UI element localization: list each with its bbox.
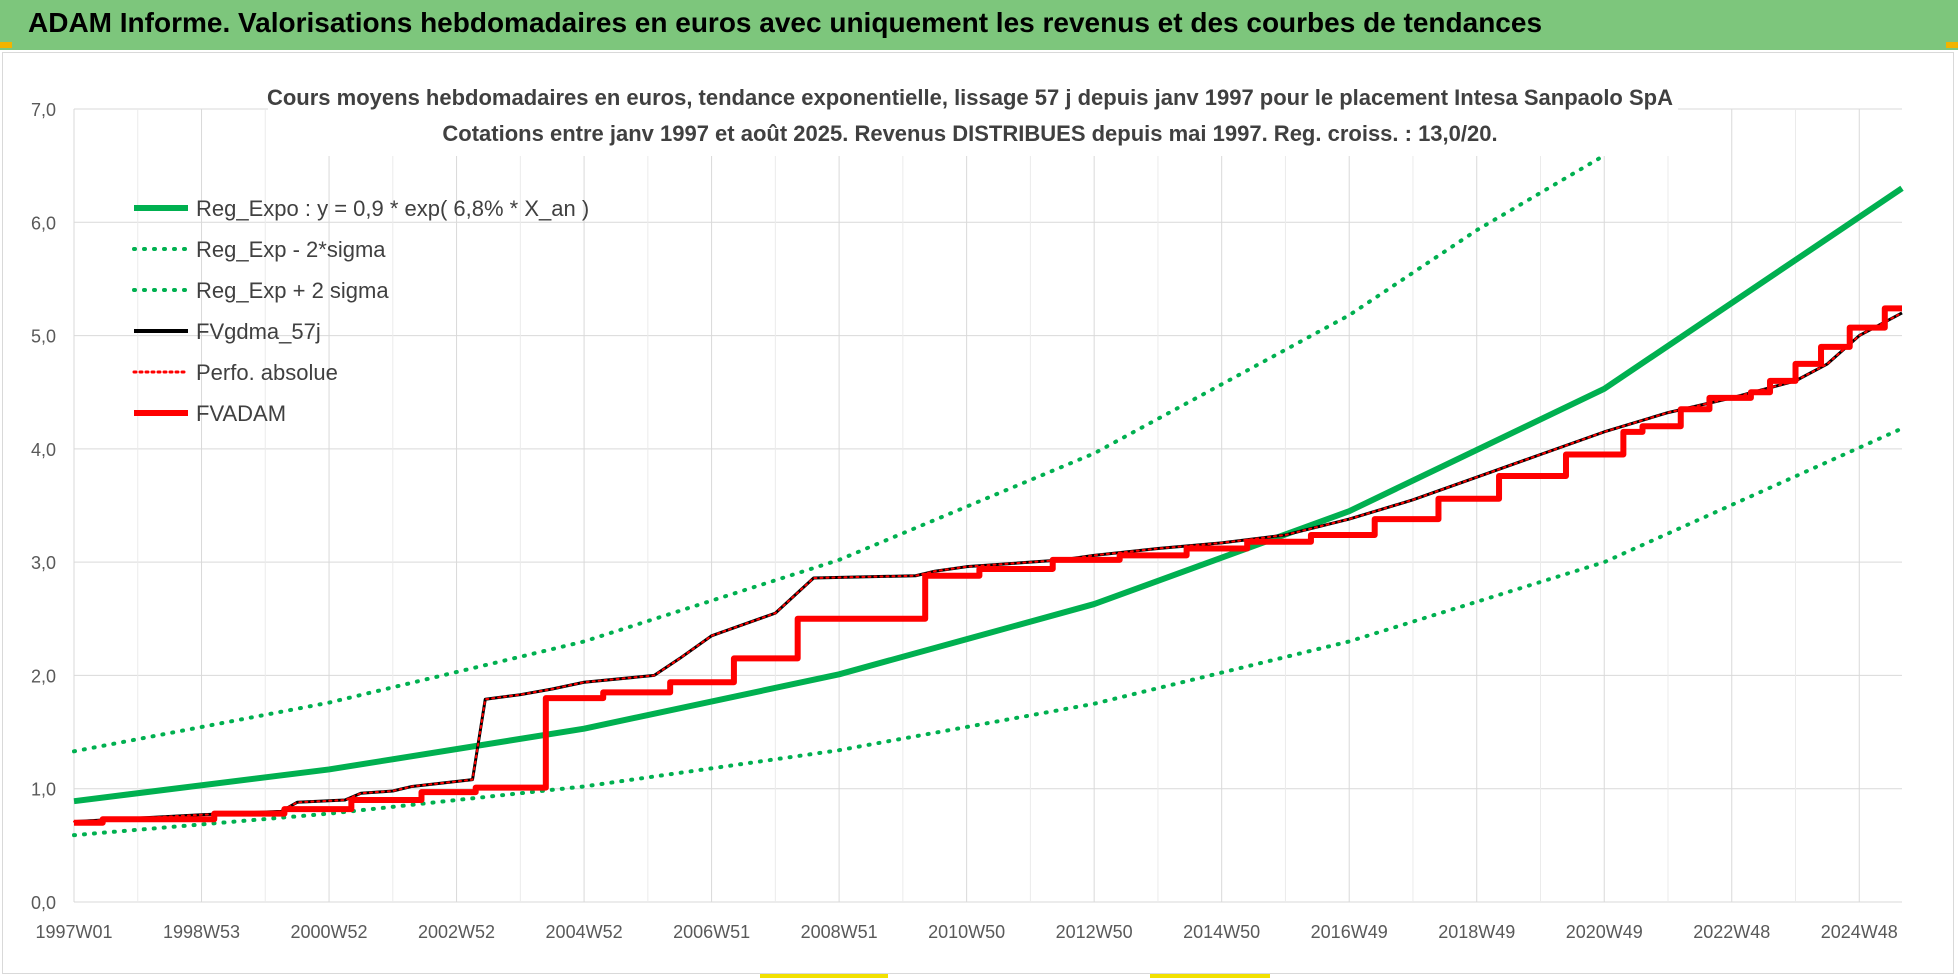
series-line	[73, 311, 1903, 823]
y-tick-label: 7,0	[31, 100, 56, 120]
bottom-marker	[1150, 974, 1270, 978]
y-tick-label: 4,0	[31, 440, 56, 460]
series-line	[73, 185, 1904, 805]
corner-marker-right	[1946, 42, 1958, 48]
x-tick-label: 2018W49	[1438, 922, 1515, 942]
x-tick-label: 2012W50	[1056, 922, 1133, 942]
gridlines	[73, 108, 1902, 903]
series-line	[72, 426, 1904, 838]
legend-label: Reg_Expo : y = 0,9 * exp( 6,8% * X_an )	[196, 196, 589, 221]
chart-title-background	[268, 74, 1678, 156]
legend-label: Perfo. absolue	[196, 360, 338, 385]
chart-title-line2: Cotations entre janv 1997 et août 2025. …	[442, 121, 1497, 146]
chart-title-line1: Cours moyens hebdomadaires en euros, ten…	[267, 85, 1673, 110]
y-tick-label: 5,0	[31, 327, 56, 347]
chart-legend: Reg_Expo : y = 0,9 * exp( 6,8% * X_an ) R…	[132, 196, 589, 426]
y-tick-label: 3,0	[31, 553, 56, 573]
x-tick-label: 2014W50	[1183, 922, 1260, 942]
x-axis-tick-labels: 1997W01 1998W53 2000W52 2002W52 2004W52 2006W…	[35, 922, 1897, 942]
chart-series	[72, 107, 1904, 838]
y-tick-label: 6,0	[31, 213, 56, 233]
x-tick-label: 2002W52	[418, 922, 495, 942]
y-axis-tick-labels: 0,0 1,0 2,0 3,0 4,0 5,0 6,0 7,0	[31, 100, 56, 913]
series-line	[74, 305, 1902, 826]
title-banner: ADAM Informe. Valorisations hebdomadaire…	[0, 0, 1958, 50]
legend-label: FVADAM	[196, 401, 286, 426]
report-title: ADAM Informe. Valorisations hebdomadaire…	[28, 7, 1543, 38]
x-tick-label: 2004W52	[546, 922, 623, 942]
x-tick-label: 2000W52	[291, 922, 368, 942]
x-tick-label: 2010W50	[928, 922, 1005, 942]
legend-label: Reg_Exp - 2*sigma	[196, 237, 386, 262]
x-tick-label: 2020W49	[1566, 922, 1643, 942]
x-tick-label: 2024W48	[1821, 922, 1898, 942]
y-tick-label: 0,0	[31, 893, 56, 913]
bottom-marker	[760, 974, 888, 978]
legend-label: Reg_Exp + 2 sigma	[196, 278, 389, 303]
x-tick-label: 1998W53	[163, 922, 240, 942]
x-tick-label: 2006W51	[673, 922, 750, 942]
y-tick-label: 1,0	[31, 780, 56, 800]
x-tick-label: 2016W49	[1311, 922, 1388, 942]
legend-label: FVgdma_57j	[196, 319, 321, 344]
y-tick-label: 2,0	[31, 666, 56, 686]
chart-frame	[2, 52, 1954, 974]
corner-marker-left	[0, 42, 12, 48]
x-tick-label: 2022W48	[1693, 922, 1770, 942]
x-tick-label: 1997W01	[35, 922, 112, 942]
x-tick-label: 2008W51	[801, 922, 878, 942]
